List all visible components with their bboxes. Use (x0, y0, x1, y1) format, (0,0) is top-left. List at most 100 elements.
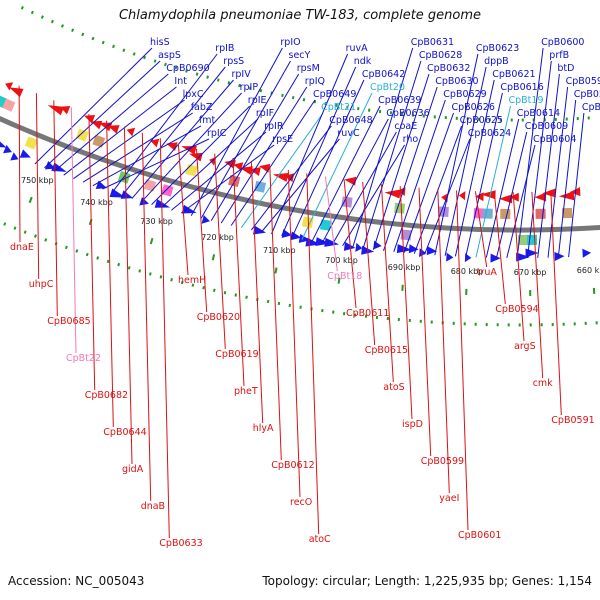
gene-label-bottom[interactable]: argS (514, 341, 536, 352)
gene-labels[interactable]: hisS aspS CpB0690 Int lpxC fabZ fmt rpIC rpIB rps… (10, 37, 600, 549)
gene-label-top[interactable]: CpBt20 (370, 82, 405, 93)
gene-label-top[interactable]: CpB0632 (427, 63, 470, 74)
gene-label-bottom[interactable]: CpB0601 (458, 530, 501, 541)
gene-label-top[interactable]: CpB0621 (492, 69, 535, 80)
gene-label-top[interactable]: lpxC (183, 89, 204, 100)
gene-label-top[interactable]: dppB (484, 56, 509, 67)
label-leader (474, 191, 488, 268)
forward-gene-arrow (355, 242, 363, 252)
gene-label-bottom[interactable]: CpBt22 (66, 353, 101, 364)
gene-label-top[interactable]: rpsE (272, 134, 293, 145)
gene-label-top[interactable]: CpB0690 (166, 63, 209, 74)
gene-label-bottom[interactable]: dnaB (141, 501, 165, 512)
gene-label-bottom[interactable]: gidA (122, 464, 144, 475)
gene-label-top[interactable]: CpB0625 (460, 115, 503, 126)
gene-label-bottom[interactable]: CpB0644 (103, 427, 146, 438)
gene-label-top[interactable]: CpB0592 (582, 102, 600, 113)
gene-label-top[interactable]: CpB0604 (533, 134, 576, 145)
reverse-gene-arrow (344, 176, 357, 186)
gene-label-bottom[interactable]: CpB0633 (159, 538, 202, 549)
gene-label-bottom[interactable]: uhpC (29, 279, 54, 290)
label-leader (190, 47, 283, 216)
gene-label-top[interactable]: ndk (354, 56, 372, 67)
gene-label-top[interactable]: Int (174, 76, 187, 87)
scale-tick (274, 267, 278, 274)
gene-label-top[interactable]: btD (557, 63, 574, 74)
gene-label-top[interactable]: rpIR (264, 121, 284, 132)
gene-label-top[interactable]: rpIB (215, 43, 234, 54)
gene-label-top[interactable]: fmt (199, 115, 216, 126)
gene-label-top[interactable]: ruvA (346, 43, 369, 54)
gene-label-top[interactable]: fabZ (191, 102, 213, 113)
gene-label-top[interactable]: CpB0624 (468, 128, 511, 139)
gene-label-top[interactable]: aspS (158, 50, 181, 61)
feature-box (161, 184, 174, 197)
gene-label-top[interactable]: rpIQ (305, 76, 325, 87)
gene-label-top[interactable]: secY (289, 50, 311, 61)
gene-label-top[interactable]: CpB0609 (525, 121, 568, 132)
gene-label-top[interactable]: CpB0614 (517, 108, 560, 119)
gene-label-top[interactable]: ruvC (337, 128, 360, 139)
gene-label-bottom[interactable]: atoC (309, 534, 331, 545)
label-leader (271, 53, 349, 235)
gene-label-bottom[interactable]: CpB0682 (85, 390, 128, 401)
gene-label-top[interactable]: CpB0628 (419, 50, 462, 61)
gene-label-bottom[interactable]: hlyA (253, 423, 274, 434)
gene-label-top[interactable]: rpIE (248, 95, 267, 106)
gene-label-top[interactable]: CpB0631 (411, 37, 454, 48)
gene-label-bottom[interactable]: ispD (402, 419, 423, 430)
gene-label-top[interactable]: CpBt19 (509, 95, 544, 106)
gene-label-top[interactable]: CpB0636 (386, 108, 429, 119)
gene-label-bottom[interactable]: hemH (178, 275, 206, 286)
gene-label-top[interactable]: CpB0595 (574, 89, 600, 100)
gene-label-bottom[interactable]: atoS (383, 382, 404, 393)
label-leader (281, 66, 357, 237)
label-leader (550, 191, 562, 416)
gene-label-top[interactable]: CpB0626 (452, 102, 495, 113)
gene-label-bottom[interactable]: CpB0685 (47, 316, 90, 327)
gene-label-top[interactable]: rpsS (223, 56, 244, 67)
gene-label-top[interactable]: CpB0596 (566, 76, 600, 87)
gene-label-bottom[interactable]: pheT (234, 386, 258, 397)
gene-label-bottom[interactable]: cmk (533, 378, 553, 389)
gene-label-bottom[interactable]: dnaE (10, 242, 34, 253)
gene-label-top[interactable]: CpB0639 (378, 95, 421, 106)
gene-label-top[interactable]: CpB0629 (443, 89, 486, 100)
gene-label-top[interactable]: CpB0648 (329, 115, 372, 126)
gene-label-top[interactable]: CpB0642 (362, 69, 405, 80)
gene-label-bottom[interactable]: CpB0619 (215, 349, 258, 360)
gene-label-top[interactable]: CpB0630 (435, 76, 478, 87)
gene-label-bottom[interactable]: recO (290, 497, 312, 508)
gene-label-top[interactable]: CpB0600 (541, 37, 584, 48)
gene-label-top[interactable]: hisS (150, 37, 170, 48)
gene-label-top[interactable]: CpB0623 (476, 43, 519, 54)
gene-label-bottom[interactable]: yaeI (439, 493, 459, 504)
gene-label-top[interactable]: rpIV (232, 69, 252, 80)
label-leader (214, 153, 226, 350)
gene-label-bottom[interactable]: CpB0611 (346, 308, 389, 319)
gene-label-top[interactable]: rpsM (297, 63, 320, 74)
label-leader (121, 66, 226, 196)
gene-label-top[interactable]: rpIC (207, 128, 227, 139)
gene-label-bottom[interactable]: truA (477, 267, 498, 278)
gene-label-top[interactable]: CpB0616 (500, 82, 543, 93)
gene-label-top[interactable]: rpIO (280, 37, 300, 48)
gene-label-top[interactable]: rpIP (240, 82, 259, 93)
gene-label-top[interactable]: rpIF (256, 108, 274, 119)
gene-label-bottom[interactable]: CpB0612 (271, 460, 314, 471)
gene-label-top[interactable]: prfB (549, 50, 569, 61)
gene-label-top[interactable]: CpBt21 (321, 102, 356, 113)
gene-label-top[interactable]: coaE (394, 121, 417, 132)
gene-label-top[interactable]: rho (403, 134, 419, 145)
label-leader (383, 86, 438, 251)
backbone-arc (0, 115, 600, 233)
reverse-gene-arrow (498, 194, 513, 204)
gene-label-bottom[interactable]: CpB0620 (197, 312, 240, 323)
gene-label-bottom[interactable]: CpB0599 (421, 456, 464, 467)
gene-label-bottom[interactable]: CpB0591 (551, 415, 594, 426)
gene-label-top[interactable]: CpB0649 (313, 89, 356, 100)
gene-label-bottom[interactable]: CpBt18 (327, 271, 362, 282)
gene-label-bottom[interactable]: CpB0615 (365, 345, 408, 356)
gene-label-bottom[interactable]: CpB0594 (495, 304, 538, 315)
label-leader (141, 92, 242, 203)
